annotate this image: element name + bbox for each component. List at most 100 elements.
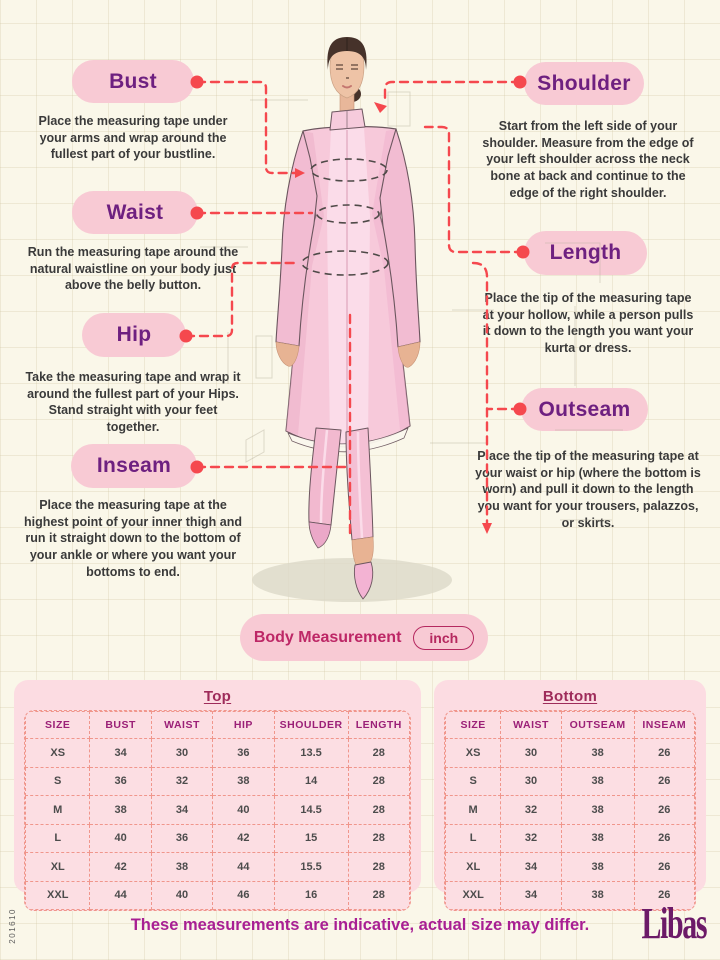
table-header-row: SIZE BUST WAIST HIP SHOULDER LENGTH xyxy=(25,711,410,739)
top-size-panel: Top SIZE BUST WAIST HIP SHOULDER LENGTH XS 34 30… xyxy=(14,680,421,911)
table-cell: 38 xyxy=(560,738,635,768)
table-cell: 14.5 xyxy=(273,795,349,825)
bust-label-pill: Bust xyxy=(72,60,194,103)
table-cell: 34 xyxy=(500,880,562,910)
unit-inch-button[interactable]: inch xyxy=(413,625,475,650)
table-cell: 36 xyxy=(150,823,214,853)
table-row: XS 34 30 36 13.5 28 xyxy=(25,738,410,768)
waist-description: Run the measuring tape around the natura… xyxy=(27,245,239,293)
table-cell: XL xyxy=(25,852,91,882)
table-row: S 30 38 26 xyxy=(445,766,695,796)
column-header: SIZE xyxy=(445,711,502,739)
table-cell: 46 xyxy=(212,880,275,910)
table-cell: 42 xyxy=(212,823,275,853)
model-figure xyxy=(275,37,421,600)
outseam-label-pill: Outseam xyxy=(521,388,648,431)
column-header: BUST xyxy=(89,711,152,739)
table-cell: 38 xyxy=(560,880,635,910)
table-cell: 15.5 xyxy=(273,852,349,882)
table-cell: 13.5 xyxy=(273,738,349,768)
table-row: XL 34 38 26 xyxy=(445,852,695,882)
table-cell: 26 xyxy=(633,766,695,796)
table-row: XS 30 38 26 xyxy=(445,738,695,768)
table-cell: M xyxy=(25,795,91,825)
table-cell: 36 xyxy=(212,738,275,768)
table-cell: 14 xyxy=(273,766,349,796)
top-table-title: Top xyxy=(203,688,232,705)
table-cell: 26 xyxy=(633,823,695,853)
bust-label: Bust xyxy=(109,69,157,93)
hip-label: Hip xyxy=(116,323,152,346)
column-header: HIP xyxy=(212,711,275,739)
waist-ellipse xyxy=(316,204,380,224)
table-cell: 32 xyxy=(500,823,562,853)
inseam-label: Inseam xyxy=(96,454,172,477)
bottom-size-table: SIZE WAIST OUTSEAM INSEAM XS 30 38 26 S 30 38 26 M 32… xyxy=(444,710,696,911)
table-cell: M xyxy=(445,795,502,825)
column-header: SHOULDER xyxy=(273,711,349,739)
bottom-table-title: Bottom xyxy=(542,688,598,705)
table-cell: 40 xyxy=(212,795,275,825)
table-cell: 34 xyxy=(500,852,562,882)
table-cell: 38 xyxy=(560,823,635,853)
hip-description: Take the measuring tape and wrap it arou… xyxy=(25,370,241,434)
outseam-label: Outseam xyxy=(538,397,631,421)
bottom-size-panel: Bottom SIZE WAIST OUTSEAM INSEAM XS 30 38 26 S 30… xyxy=(434,680,706,911)
length-description: Place the tip of the measuring tape at y… xyxy=(482,291,694,355)
length-label-pill: Length xyxy=(524,231,647,275)
column-header: LENGTH xyxy=(347,711,410,739)
shoulder-description: Start from the left side of your shoulde… xyxy=(482,119,694,200)
table-cell: 16 xyxy=(273,880,349,910)
table-cell: L xyxy=(445,823,502,853)
table-cell: XS xyxy=(25,738,91,768)
table-cell: 32 xyxy=(500,795,562,825)
table-cell: 28 xyxy=(347,880,410,910)
table-cell: 28 xyxy=(347,823,410,853)
table-cell: 38 xyxy=(560,795,635,825)
outseam-description: Place the tip of the measuring tape at y… xyxy=(475,449,701,530)
column-header: INSEAM xyxy=(633,711,695,739)
table-cell: XL xyxy=(445,852,502,882)
table-cell: 34 xyxy=(150,795,214,825)
table-cell: 42 xyxy=(89,852,152,882)
table-cell: 44 xyxy=(89,880,152,910)
connector-arrowheads xyxy=(295,102,492,534)
table-cell: 28 xyxy=(347,795,410,825)
column-header: WAIST xyxy=(150,711,214,739)
table-cell: 28 xyxy=(347,766,410,796)
table-row: M 32 38 26 xyxy=(445,795,695,825)
body-measurement-bar: Body Measurement inch xyxy=(240,614,488,661)
table-cell: XXL xyxy=(25,880,91,910)
table-row: S 36 32 38 14 28 xyxy=(25,766,410,796)
table-cell: 44 xyxy=(212,852,275,882)
floor-shadow xyxy=(252,558,452,602)
table-cell: 26 xyxy=(633,795,695,825)
measurement-ellipses xyxy=(301,158,389,276)
table-row: XXL 34 38 26 xyxy=(445,880,695,910)
table-row: L 32 38 26 xyxy=(445,823,695,853)
table-cell: 38 xyxy=(89,795,152,825)
table-cell: 30 xyxy=(150,738,214,768)
bust-description: Place the measuring tape under your arms… xyxy=(38,114,228,162)
table-row: XXL 44 40 46 16 28 xyxy=(25,880,410,910)
table-cell: 26 xyxy=(633,880,695,910)
table-cell: 38 xyxy=(560,766,635,796)
table-cell: 15 xyxy=(273,823,349,853)
table-cell: 40 xyxy=(150,880,214,910)
table-cell: 30 xyxy=(500,738,562,768)
table-cell: 26 xyxy=(633,852,695,882)
table-row: M 38 34 40 14.5 28 xyxy=(25,795,410,825)
shoulder-connector xyxy=(383,80,522,105)
body-measurement-label: Body Measurement xyxy=(253,628,402,646)
column-header: WAIST xyxy=(500,711,562,739)
table-cell: L xyxy=(25,823,91,853)
table-cell: 40 xyxy=(89,823,152,853)
inseam-description: Place the measuring tape at the highest … xyxy=(23,498,243,579)
table-row: XL 42 38 44 15.5 28 xyxy=(25,852,410,882)
shoulder-label: Shoulder xyxy=(537,71,631,95)
column-header: SIZE xyxy=(25,711,91,739)
top-size-table: SIZE BUST WAIST HIP SHOULDER LENGTH XS 34 30 36 13… xyxy=(24,710,411,911)
shoulder-label-pill: Shoulder xyxy=(524,62,644,105)
table-cell: 26 xyxy=(633,738,695,768)
hip-ellipse xyxy=(301,250,389,276)
